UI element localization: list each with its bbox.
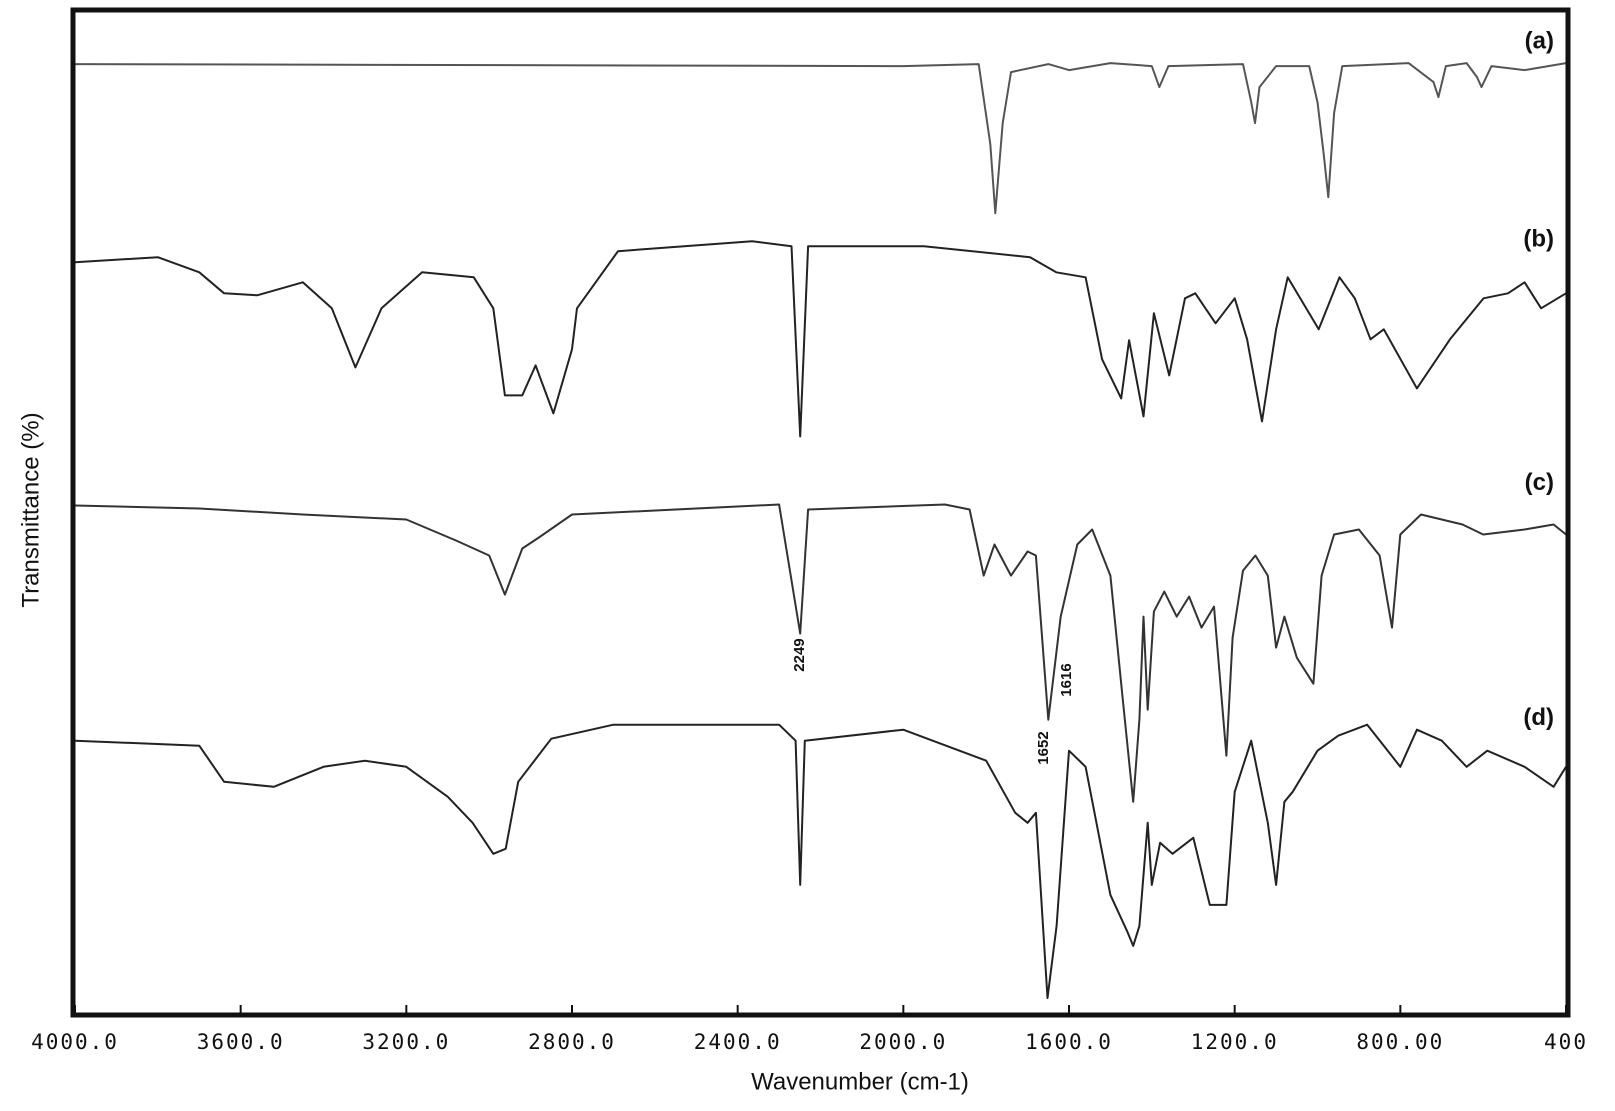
x-tick-label: 1600.0 bbox=[1025, 1030, 1113, 1054]
peak-annotation: 2249 bbox=[791, 638, 808, 671]
peak-annotation: 1652 bbox=[1035, 731, 1052, 764]
spectrum-line bbox=[74, 240, 1567, 438]
x-axis-title: Wavenumber (cm-1) bbox=[751, 1068, 969, 1095]
x-tick-label: 2400.0 bbox=[694, 1030, 782, 1054]
spectrum-line bbox=[74, 723, 1567, 999]
plot-frame bbox=[70, 7, 1571, 1018]
spectrum-line bbox=[74, 62, 1567, 215]
y-axis-title: Transmittance (%) bbox=[17, 412, 44, 607]
x-tick-label: 4000.0 bbox=[31, 1030, 119, 1054]
series-label: (d) bbox=[1523, 704, 1554, 731]
x-tick-label: 3200.0 bbox=[362, 1030, 450, 1054]
x-tick-label: 2000.0 bbox=[859, 1030, 947, 1054]
peak-annotation: 1616 bbox=[1058, 663, 1075, 696]
series-label: (c) bbox=[1525, 469, 1554, 496]
x-tick-label: 400 bbox=[1544, 1030, 1588, 1054]
x-tick-label: 800.00 bbox=[1356, 1030, 1444, 1054]
x-tick-label: 3600.0 bbox=[197, 1030, 285, 1054]
x-tick-label: 2800.0 bbox=[528, 1030, 616, 1054]
spectrum-line bbox=[74, 503, 1567, 803]
series-label: (a) bbox=[1525, 27, 1554, 54]
series-label: (b) bbox=[1523, 226, 1554, 253]
x-tick-label: 1200.0 bbox=[1191, 1030, 1279, 1054]
